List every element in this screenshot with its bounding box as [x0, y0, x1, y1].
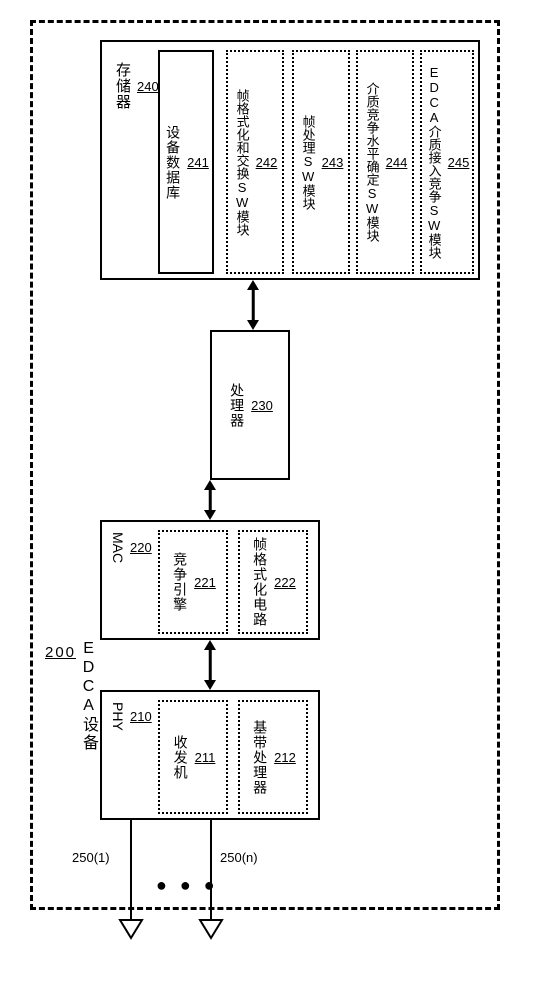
sw2-ref: 243 [322, 155, 344, 170]
arrow-mem-proc [247, 280, 259, 330]
baseband-processor: 基带处理器 212 [238, 700, 308, 814]
mac-eng-ref: 221 [194, 575, 216, 590]
antenna-label-1: 250(1) [72, 850, 110, 865]
sw-module-1: 帧格式化和交换SW模块 242 [226, 50, 284, 274]
sw4-ref: 245 [448, 155, 470, 170]
mac-block: MAC 220 竞争引擎 221 帧格式化电路 222 [100, 520, 320, 640]
device-ref: 200 [45, 644, 76, 661]
sw3-label: 介质竞争水平确定SW模块 [363, 82, 382, 242]
memory-block: 存储器 240 设备数据库 241 帧格式化和交换SW模块 242 帧处理SW模… [100, 40, 480, 280]
sw4-label: EDCA介质接入竞争SW模块 [425, 65, 444, 259]
processor-ref: 230 [251, 398, 273, 413]
memory-ref: 240 [137, 79, 159, 94]
mac-eng-label: 竞争引擎 [170, 552, 190, 612]
phy-title-text: PHY [110, 702, 126, 731]
sw2-label: 帧处理SW模块 [299, 115, 318, 210]
phy-block: PHY 210 收发机 211 基带处理器 212 [100, 690, 320, 820]
phy-ref: 210 [130, 709, 152, 724]
mac-title: MAC 220 [110, 532, 152, 563]
phy-title: PHY 210 [110, 702, 152, 731]
antenna-icon-n [198, 918, 224, 940]
mac-fmt-label: 帧格式化电路 [250, 537, 270, 627]
device-db-block: 设备数据库 241 [158, 50, 214, 274]
db-ref: 241 [187, 155, 209, 170]
mac-title-text: MAC [110, 532, 126, 563]
frame-format-circuit: 帧格式化电路 222 [238, 530, 308, 634]
db-label: 设备数据库 [163, 125, 183, 200]
arrow-proc-mac [204, 480, 216, 520]
sw-module-2: 帧处理SW模块 243 [292, 50, 350, 274]
sw-module-3: 介质竞争水平确定SW模块 244 [356, 50, 414, 274]
memory-title-text: 存储器 [112, 62, 133, 110]
sw3-ref: 244 [386, 155, 408, 170]
sw1-label: 帧格式化和交换SW模块 [233, 89, 252, 236]
memory-title: 存储器 240 [112, 62, 159, 110]
arrow-mac-phy [204, 640, 216, 690]
antenna-label-n: 250(n) [220, 850, 258, 865]
phy-trx-ref: 211 [195, 750, 216, 765]
mac-fmt-ref: 222 [274, 575, 296, 590]
phy-trx-label: 收发机 [171, 735, 191, 780]
transceiver: 收发机 211 [158, 700, 228, 814]
phy-bb-label: 基带处理器 [250, 720, 270, 795]
edca-device-label: EDCA设备 200 [45, 640, 100, 752]
antenna-line-n [210, 820, 212, 920]
page: EDCA设备 200 存储器 240 设备数据库 241 帧格式化和交换SW模块… [0, 0, 537, 1000]
device-title-text: EDCA设备 [80, 640, 97, 752]
sw-module-4: EDCA介质接入竞争SW模块 245 [420, 50, 474, 274]
ellipsis-icon: ● ● ● [156, 875, 219, 896]
contention-engine: 竞争引擎 221 [158, 530, 228, 634]
processor-block: 处理器 230 [210, 330, 290, 480]
antenna-line-1 [130, 820, 132, 920]
sw1-ref: 242 [256, 155, 278, 170]
antenna-icon-1 [118, 918, 144, 940]
mac-ref: 220 [130, 540, 152, 555]
processor-label: 处理器 [227, 383, 247, 428]
phy-bb-ref: 212 [274, 750, 296, 765]
